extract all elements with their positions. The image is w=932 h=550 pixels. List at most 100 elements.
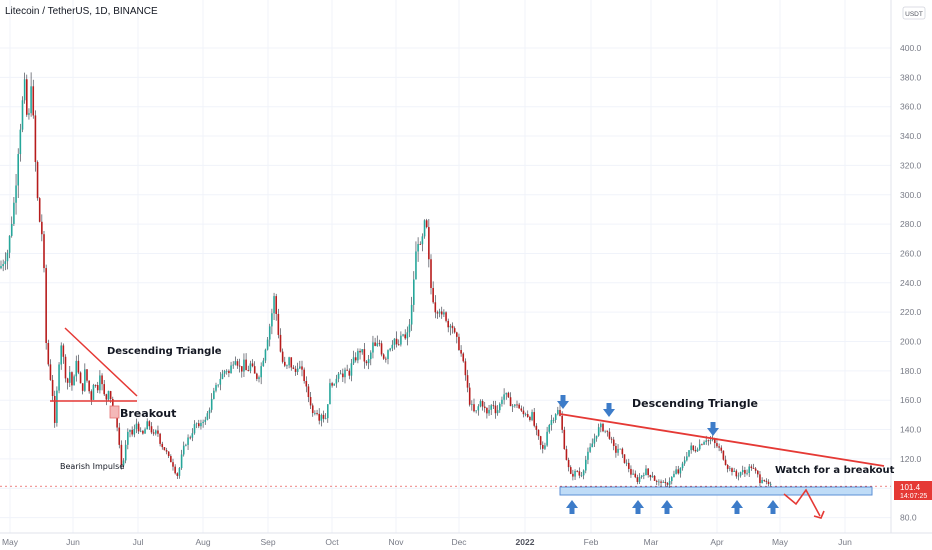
candle-body xyxy=(200,422,202,427)
candle-body xyxy=(81,383,84,391)
candle-body xyxy=(765,480,768,482)
candle-body xyxy=(612,439,615,446)
candle-body xyxy=(720,447,723,451)
candle-body xyxy=(757,470,759,475)
candle-body xyxy=(120,444,123,466)
y-tick-label: 200.0 xyxy=(900,337,922,347)
arrow-up-5 xyxy=(767,500,779,514)
candle-body xyxy=(296,368,299,372)
candle-body xyxy=(535,425,538,430)
candle-body xyxy=(256,373,258,379)
arrow-up-4 xyxy=(731,500,743,514)
x-tick-label: Apr xyxy=(710,537,723,547)
candle-body xyxy=(415,251,417,280)
candle-body xyxy=(600,423,602,428)
candle-body xyxy=(754,468,757,471)
candle-body xyxy=(443,312,445,315)
arrow-up-1 xyxy=(566,500,578,514)
candle-body xyxy=(116,412,118,428)
x-tick-label: Jun xyxy=(838,537,852,547)
candle-body xyxy=(471,404,473,406)
candle-body xyxy=(750,466,753,469)
candle-body xyxy=(630,468,632,475)
candle-body xyxy=(159,433,161,444)
candle-body xyxy=(251,363,254,367)
candle-body xyxy=(460,350,462,354)
annotation-breakout: Breakout xyxy=(120,407,176,420)
candle-body xyxy=(619,448,621,450)
candle-body xyxy=(320,414,323,421)
candle-body xyxy=(686,456,688,461)
candle-body xyxy=(170,456,172,463)
candle-body xyxy=(281,351,284,362)
candle-body xyxy=(434,302,437,313)
candle-body xyxy=(531,412,533,421)
candle-body xyxy=(294,368,297,372)
x-tick-label: Jul xyxy=(133,537,144,547)
candle-body xyxy=(655,480,658,482)
x-tick-label: May xyxy=(2,537,19,547)
candle-body xyxy=(17,154,19,186)
candle-body xyxy=(217,384,219,386)
grid-lines xyxy=(0,0,891,533)
breakout-marker xyxy=(109,405,120,419)
candle-body xyxy=(367,359,370,364)
candle-body xyxy=(316,412,318,414)
candle-body xyxy=(266,339,269,350)
candle-body xyxy=(142,430,144,434)
candle-body xyxy=(99,375,101,391)
candle-body xyxy=(15,185,17,203)
candle-body xyxy=(372,342,374,353)
currency-button[interactable] xyxy=(902,6,926,20)
candle-body xyxy=(621,448,624,455)
candle-body xyxy=(4,261,7,265)
candle-body xyxy=(28,113,30,115)
candle-body xyxy=(466,375,469,388)
candle-body xyxy=(501,399,503,404)
candle-body xyxy=(329,383,331,405)
candle-body xyxy=(432,287,434,303)
candle-body xyxy=(174,466,176,474)
candle-body xyxy=(90,391,93,400)
candle-body xyxy=(195,423,198,425)
candle-body xyxy=(679,468,682,474)
candle-body xyxy=(339,373,342,375)
candle-body xyxy=(507,392,510,398)
candle-body xyxy=(60,345,62,365)
candle-body xyxy=(462,353,465,362)
candle-body xyxy=(591,443,594,448)
candle-body xyxy=(658,481,660,483)
candle-body xyxy=(365,361,368,364)
candle-body xyxy=(71,372,73,386)
candle-body xyxy=(73,376,75,386)
candle-body xyxy=(477,406,480,411)
candle-body xyxy=(318,413,320,421)
candle-body xyxy=(423,220,426,237)
y-tick-label: 160.0 xyxy=(900,395,922,405)
candle-body xyxy=(148,421,151,427)
candle-body xyxy=(53,395,56,423)
candle-body xyxy=(350,363,353,376)
candle-body xyxy=(668,481,671,485)
candle-body xyxy=(550,420,553,425)
candle-body xyxy=(711,438,714,441)
candle-body xyxy=(49,364,52,380)
chart-title: Litecoin / TetherUS, 1D, BINANCE xyxy=(5,6,158,17)
y-tick-label: 80.0 xyxy=(900,513,917,523)
candle-body xyxy=(647,468,649,476)
candle-body xyxy=(354,357,357,361)
candle-body xyxy=(486,407,488,414)
candle-body xyxy=(301,366,303,370)
candle-body xyxy=(746,472,748,474)
candle-body xyxy=(544,445,546,449)
candle-body xyxy=(299,366,301,369)
candle-body xyxy=(625,462,628,464)
candle-body xyxy=(284,361,286,366)
candle-body xyxy=(277,313,280,335)
candle-body xyxy=(449,325,452,328)
candle-body xyxy=(21,100,24,130)
candle-body xyxy=(305,381,308,387)
arrow-down-3 xyxy=(707,422,719,436)
candle-body xyxy=(135,423,138,429)
candle-body xyxy=(752,468,755,469)
